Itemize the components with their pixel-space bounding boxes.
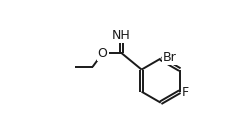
Text: Br: Br (163, 51, 177, 64)
Text: NH: NH (112, 29, 131, 42)
Text: F: F (182, 86, 189, 99)
Text: O: O (98, 47, 108, 60)
